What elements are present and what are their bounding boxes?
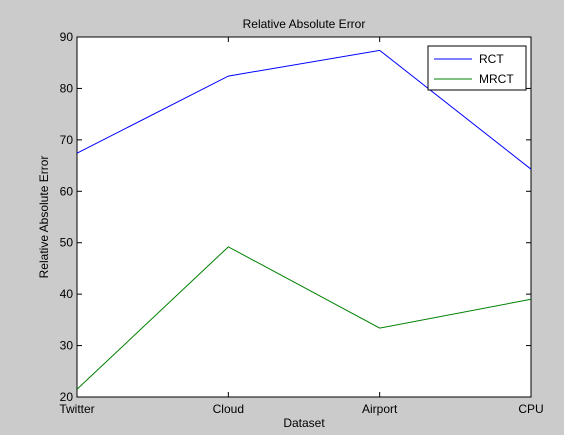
y-tick-label: 90: [60, 30, 74, 44]
series-line-mrct: [76, 246, 532, 390]
legend-box: [427, 45, 527, 91]
y-axis-label: Relative Absolute Error: [37, 156, 51, 279]
series-lines: [76, 49, 532, 390]
x-tick-label: Twitter: [59, 402, 94, 416]
y-tick-label: 40: [60, 287, 74, 301]
series-line-rct: [76, 49, 532, 170]
y-tick-label: 50: [60, 236, 74, 250]
y-tick-label: 70: [60, 133, 74, 147]
x-tick-label: Airport: [362, 402, 398, 416]
x-tick-label: Cloud: [213, 402, 244, 416]
y-tick-label: 30: [60, 339, 74, 353]
chart-title: Relative Absolute Error: [243, 17, 366, 31]
x-tick-label: CPU: [518, 402, 543, 416]
legend-label-mrct: MRCT: [479, 72, 514, 86]
legend-label-rct: RCT: [479, 52, 504, 66]
x-axis-label: Dataset: [283, 416, 325, 430]
legend: RCT MRCT: [427, 45, 527, 91]
plot-area: [76, 36, 532, 398]
y-tick-label: 20: [60, 390, 74, 404]
y-tick-label: 80: [60, 81, 74, 95]
y-tick-label: 60: [60, 184, 74, 198]
axis-ticks: 20 30 40 50 60 70 80 90 Twitter Cloud Airport CPU: [59, 30, 543, 416]
